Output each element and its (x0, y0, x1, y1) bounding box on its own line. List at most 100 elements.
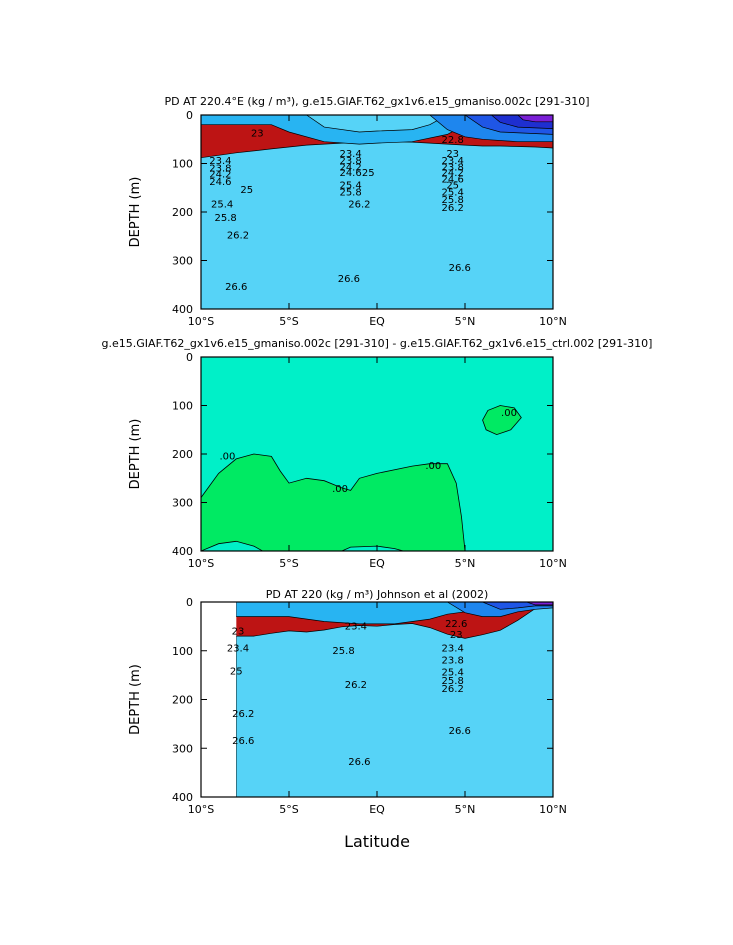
x-tick-label: 5°N (455, 803, 476, 816)
contour-label: 26.6 (232, 736, 254, 747)
contour-label: 26.2 (442, 684, 464, 695)
y-axis-label: DEPTH (m) (128, 664, 143, 735)
contour-label: 23.8 (339, 156, 361, 167)
contour-label: 25.8 (442, 195, 464, 206)
difference-region (201, 453, 466, 551)
contour-label: 23.4 (442, 156, 464, 167)
y-tick-label: 0 (186, 596, 193, 609)
x-tick-label: 10°N (539, 557, 567, 570)
contour-label: 23.4 (339, 149, 361, 160)
contour-label: 25.8 (442, 676, 464, 687)
contour-label: 25.4 (442, 188, 464, 199)
x-tick-label: 5°S (279, 315, 298, 328)
contour-label: 23.4 (209, 156, 231, 167)
density-band-surface (517, 115, 553, 123)
contour-label: 26.2 (345, 680, 367, 691)
contour-label: 25 (362, 168, 375, 179)
contour-label: 26.2 (227, 230, 249, 241)
contour-label: 25.4 (339, 180, 361, 191)
contour-label: 26.2 (348, 200, 370, 211)
contour-label: 25 (230, 667, 243, 678)
difference-region (482, 405, 522, 436)
y-axis-label: DEPTH (m) (128, 177, 143, 248)
contour-label: 25.8 (332, 646, 354, 657)
contour-label: .00 (219, 451, 235, 462)
contour-label: 24.2 (339, 162, 361, 173)
x-tick-label: 5°S (279, 803, 298, 816)
y-tick-label: 100 (172, 158, 193, 171)
x-tick-label: 10°N (539, 803, 567, 816)
contour-label: 24.6 (339, 168, 361, 179)
contour-label: 23.4 (227, 643, 249, 654)
y-tick-label: 400 (172, 545, 193, 558)
y-tick-label: 100 (172, 645, 193, 658)
y-tick-label: 200 (172, 206, 193, 219)
contour-label: 25.8 (215, 213, 237, 224)
y-tick-label: 300 (172, 497, 193, 510)
contour-label: 26.2 (442, 203, 464, 214)
panel-2-field (201, 357, 553, 551)
x-tick-label: 10°S (188, 803, 214, 816)
contour-label: 24.2 (209, 170, 231, 181)
y-tick-label: 200 (172, 448, 193, 461)
x-axis-title: Latitude (344, 832, 410, 851)
panel-3-title: PD AT 220 (kg / m³) Johnson et al (2002) (266, 588, 489, 601)
contour-label: 26.2 (232, 709, 254, 720)
x-tick-label: 5°S (279, 557, 298, 570)
panel-2-title: g.e15.GIAF.T62_gx1v6.e15_gmaniso.002c [2… (102, 337, 653, 350)
density-band-surface (526, 602, 553, 606)
contour-label: 23.8 (442, 162, 464, 173)
difference-region (341, 545, 404, 551)
contour-label: 26.6 (348, 757, 370, 768)
x-tick-label: EQ (369, 315, 385, 328)
contour-label: 23 (450, 630, 463, 641)
y-tick-label: 400 (172, 303, 193, 316)
density-band (236, 604, 553, 797)
contour-label: 23.4 (345, 621, 367, 632)
y-tick-label: 100 (172, 400, 193, 413)
y-tick-label: 300 (172, 742, 193, 755)
x-tick-label: 5°N (455, 315, 476, 328)
x-tick-label: EQ (369, 803, 385, 816)
contour-label: 24.6 (442, 175, 464, 186)
y-tick-label: 400 (172, 791, 193, 804)
contour-label: 24.2 (442, 168, 464, 179)
contour-label: 25.4 (211, 200, 233, 211)
panel-1-field (201, 115, 553, 309)
contour-label: 23.8 (209, 163, 231, 174)
contour-label: 22.6 (445, 619, 467, 630)
density-band (201, 141, 553, 309)
contour-label: 23 (232, 626, 245, 637)
contour-label: .00 (425, 461, 441, 472)
contour-label: 26.6 (449, 726, 471, 737)
contour-label: 25 (446, 180, 459, 191)
x-tick-label: 10°N (539, 315, 567, 328)
contour-label: 24.6 (209, 177, 231, 188)
contour-label: 26.6 (449, 263, 471, 274)
y-tick-label: 0 (186, 109, 193, 122)
contour-label: 25.4 (442, 668, 464, 679)
contour-label: 22.8 (442, 135, 464, 146)
contour-label: 25 (240, 185, 253, 196)
contour-label: 23 (251, 128, 264, 139)
difference-region (201, 540, 264, 551)
x-tick-label: 10°S (188, 557, 214, 570)
y-tick-label: 300 (172, 255, 193, 268)
contour-label: .00 (332, 484, 348, 495)
contour-label: 23 (446, 149, 459, 160)
panel-3-field (236, 602, 553, 797)
contour-label: 26.6 (225, 282, 247, 293)
contour-label: 23.4 (442, 643, 464, 654)
x-tick-label: 5°N (455, 557, 476, 570)
y-tick-label: 0 (186, 351, 193, 364)
contour-label: 23.8 (442, 656, 464, 667)
panel-1-title: PD AT 220.4°E (kg / m³), g.e15.GIAF.T62_… (164, 95, 589, 108)
contour-label: 25.8 (339, 188, 361, 199)
contour-label: 26.6 (338, 274, 360, 285)
contour-label: .00 (501, 408, 517, 419)
y-tick-label: 200 (172, 694, 193, 707)
x-tick-label: EQ (369, 557, 385, 570)
y-axis-label: DEPTH (m) (128, 419, 143, 490)
